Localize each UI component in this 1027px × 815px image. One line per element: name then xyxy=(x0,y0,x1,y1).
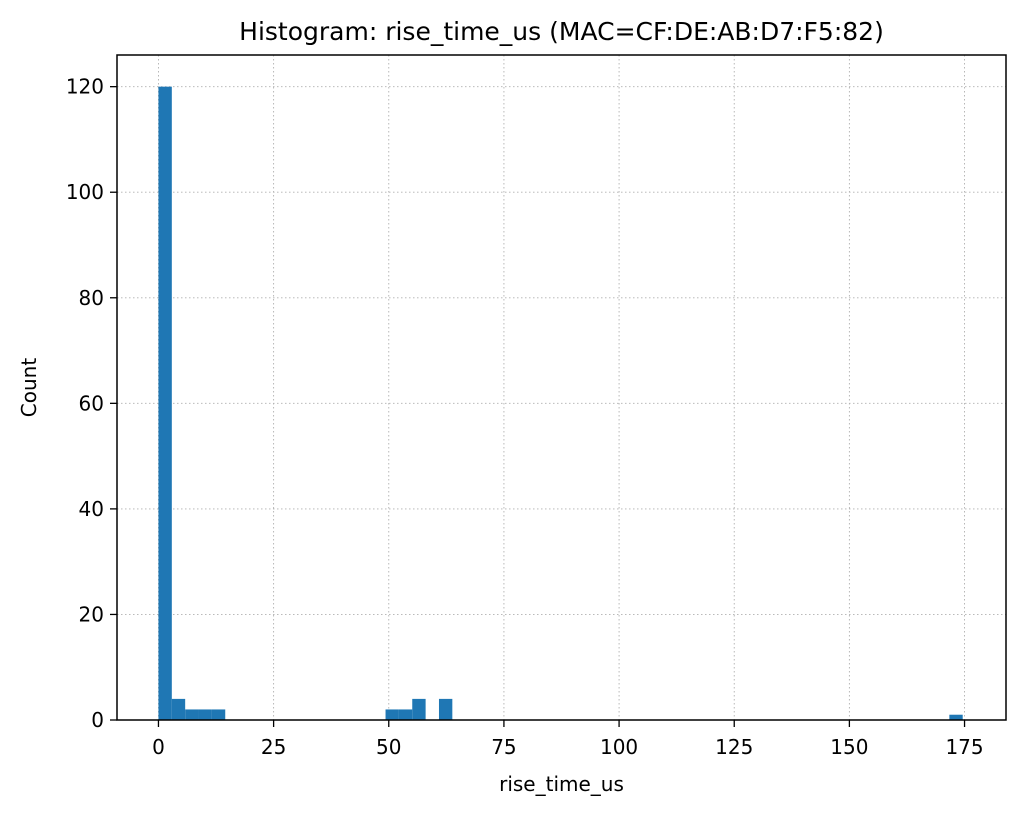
histogram-bar xyxy=(158,86,172,720)
y-tick-label: 0 xyxy=(91,708,104,732)
x-axis-label: rise_time_us xyxy=(499,772,624,796)
x-tick-label: 75 xyxy=(491,735,516,759)
x-tick-label: 150 xyxy=(830,735,868,759)
histogram-bar xyxy=(949,714,963,720)
histogram-bar xyxy=(185,709,199,720)
histogram-bar xyxy=(438,698,453,720)
histogram-bar xyxy=(211,709,226,720)
histogram-bars xyxy=(158,86,963,720)
x-tick-label: 125 xyxy=(715,735,753,759)
y-tick-label: 20 xyxy=(79,602,104,626)
histogram-bar xyxy=(412,698,426,720)
x-tick-label: 175 xyxy=(945,735,983,759)
plot-area xyxy=(117,55,1006,720)
chart-title: Histogram: rise_time_us (MAC=CF:DE:AB:D7… xyxy=(239,17,884,46)
histogram-bar xyxy=(171,698,186,720)
axis-ticks: 0 25 50 75 100 125 150 175 0 20 40 60 80 100 120 xyxy=(66,75,984,759)
histogram-bar xyxy=(385,709,399,720)
histogram-bar xyxy=(398,709,413,720)
plot-frame xyxy=(116,54,1007,721)
y-tick-label: 100 xyxy=(66,180,104,204)
x-tick-label: 0 xyxy=(152,735,165,759)
y-tick-label: 40 xyxy=(79,497,104,521)
y-tick-label: 60 xyxy=(79,391,104,415)
x-tick-label: 100 xyxy=(600,735,638,759)
y-tick-label: 120 xyxy=(66,75,104,99)
y-tick-label: 80 xyxy=(79,286,104,310)
y-axis-label: Count xyxy=(17,358,41,418)
x-tick-label: 25 xyxy=(261,735,286,759)
x-tick-label: 50 xyxy=(376,735,401,759)
histogram-bar xyxy=(198,709,212,720)
